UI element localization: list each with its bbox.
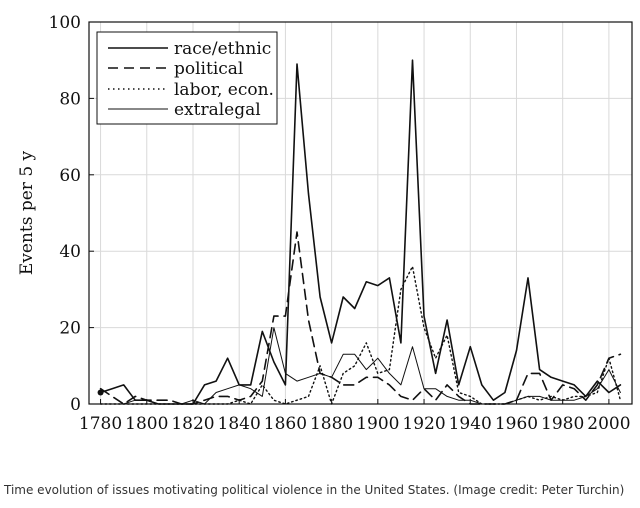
y-tick-labels: 0 20 40 60 80 100 bbox=[49, 13, 81, 415]
x-tick-label: 1940 bbox=[449, 414, 492, 434]
y-tick-label: 100 bbox=[49, 13, 81, 33]
x-tick-label: 1920 bbox=[402, 414, 445, 434]
legend-label-political: political bbox=[174, 59, 243, 79]
y-tick-label: 0 bbox=[70, 395, 81, 415]
series-start-marker-race-ethnic bbox=[97, 389, 104, 396]
legend-label-race-ethnic: race/ethnic bbox=[174, 39, 271, 59]
x-tick-label: 1820 bbox=[171, 414, 214, 434]
x-tick-labels: 1780 1800 1820 1840 1860 1880 1900 1920 1940 1960… bbox=[79, 414, 631, 434]
legend-label-extralegal: extralegal bbox=[174, 100, 261, 120]
y-tick-label: 80 bbox=[59, 89, 81, 109]
line-chart: 1780 1800 1820 1840 1860 1880 1900 1920 1940 1960… bbox=[17, 13, 633, 434]
x-tick-label: 1840 bbox=[218, 414, 261, 434]
x-tick-label: 1860 bbox=[264, 414, 307, 434]
ticks bbox=[89, 21, 610, 405]
legend: race/ethnic political labor, econ. extra… bbox=[96, 31, 278, 125]
series-line-extralegal bbox=[100, 327, 621, 405]
series-line-political bbox=[99, 231, 622, 405]
x-tick-label: 1880 bbox=[310, 414, 353, 434]
figure-caption: Time evolution of issues motivating poli… bbox=[4, 483, 625, 497]
x-tick-label: 1960 bbox=[495, 414, 538, 434]
y-tick-label: 60 bbox=[59, 166, 81, 186]
y-tick-label: 40 bbox=[59, 242, 81, 262]
y-axis-title: Events per 5 y bbox=[17, 150, 37, 275]
legend-label-labor-econ: labor, econ. bbox=[174, 80, 274, 100]
x-tick-label: 1900 bbox=[356, 414, 399, 434]
x-tick-label: 1800 bbox=[125, 414, 168, 434]
x-tick-label: 1780 bbox=[79, 414, 122, 434]
x-tick-label: 1980 bbox=[541, 414, 584, 434]
x-tick-label: 2000 bbox=[587, 414, 630, 434]
plot-frame bbox=[88, 21, 633, 405]
y-tick-label: 20 bbox=[59, 319, 81, 339]
